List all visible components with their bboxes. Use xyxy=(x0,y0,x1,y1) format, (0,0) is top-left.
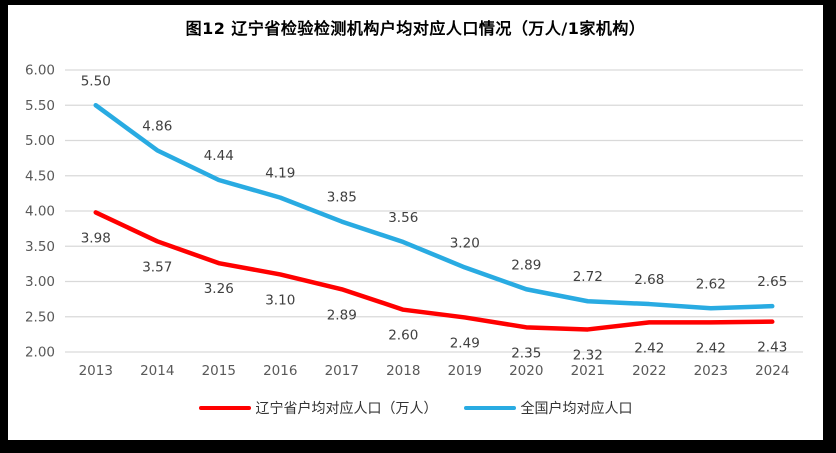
y-tick-label: 2.50 xyxy=(25,309,55,325)
data-label: 5.50 xyxy=(81,73,111,89)
chart-legend: 辽宁省户均对应人口（万人） 全国户均对应人口 xyxy=(8,398,823,418)
data-label: 2.65 xyxy=(757,274,787,290)
y-tick-label: 2.00 xyxy=(25,345,55,361)
x-tick-label: 2021 xyxy=(571,363,605,379)
data-label: 4.86 xyxy=(142,118,172,134)
data-label: 2.68 xyxy=(634,272,664,288)
y-tick-label: 3.00 xyxy=(25,274,55,290)
x-tick-label: 2015 xyxy=(202,363,236,379)
x-tick-label: 2023 xyxy=(694,363,728,379)
data-label: 3.57 xyxy=(142,259,172,275)
chart-svg: 6.00 5.50 5.00 4.50 4.00 3.50 3.00 2.50 2.00 2013… xyxy=(25,63,803,379)
legend-item-national: 全国户均对应人口 xyxy=(463,398,633,418)
legend-label-national: 全国户均对应人口 xyxy=(520,401,633,417)
y-tick-label: 4.50 xyxy=(25,168,55,184)
data-label: 3.56 xyxy=(388,210,418,226)
data-label: 3.20 xyxy=(450,235,480,251)
x-tick-label: 2019 xyxy=(448,363,482,379)
x-tick-label: 2022 xyxy=(632,363,666,379)
y-tick-label: 4.00 xyxy=(25,204,55,220)
series-line-1 xyxy=(93,103,775,311)
x-tick-label: 2024 xyxy=(755,363,789,379)
data-label: 2.72 xyxy=(573,269,603,285)
data-label: 2.89 xyxy=(327,307,357,323)
x-tick-label: 2017 xyxy=(325,363,359,379)
legend-label-liaoning: 辽宁省户均对应人口（万人） xyxy=(255,401,438,417)
data-label: 2.62 xyxy=(696,276,726,292)
data-label: 2.32 xyxy=(573,347,603,363)
y-tick-label: 5.00 xyxy=(25,133,55,149)
data-label: 2.42 xyxy=(634,340,664,356)
data-label: 2.49 xyxy=(450,335,480,351)
data-label: 3.10 xyxy=(265,292,295,308)
x-tick-label: 2018 xyxy=(386,363,420,379)
data-label: 3.85 xyxy=(327,190,357,206)
series-line-0 xyxy=(93,210,775,332)
data-label: 2.35 xyxy=(511,345,541,361)
x-tick-label: 2020 xyxy=(509,363,543,379)
x-tick-label: 2013 xyxy=(79,363,113,379)
y-tick-label: 3.50 xyxy=(25,239,55,255)
data-label: 2.60 xyxy=(388,328,418,344)
x-tick-label: 2014 xyxy=(140,363,174,379)
x-tick-label: 2016 xyxy=(263,363,297,379)
data-label: 4.19 xyxy=(265,166,295,182)
data-label: 2.89 xyxy=(511,257,541,273)
data-label: 2.43 xyxy=(757,340,787,356)
y-tick-label: 6.00 xyxy=(25,63,55,79)
legend-swatch-national xyxy=(463,406,516,410)
legend-swatch-liaoning xyxy=(198,406,251,410)
legend-item-liaoning: 辽宁省户均对应人口（万人） xyxy=(198,398,438,418)
data-label: 3.98 xyxy=(81,230,111,246)
data-label: 3.26 xyxy=(204,281,234,297)
data-label: 2.42 xyxy=(696,340,726,356)
chart-title: 图12 辽宁省检验检测机构户均对应人口情况（万人/1家机构） xyxy=(185,19,646,38)
data-label: 4.44 xyxy=(204,148,234,164)
y-tick-label: 5.50 xyxy=(25,98,55,114)
